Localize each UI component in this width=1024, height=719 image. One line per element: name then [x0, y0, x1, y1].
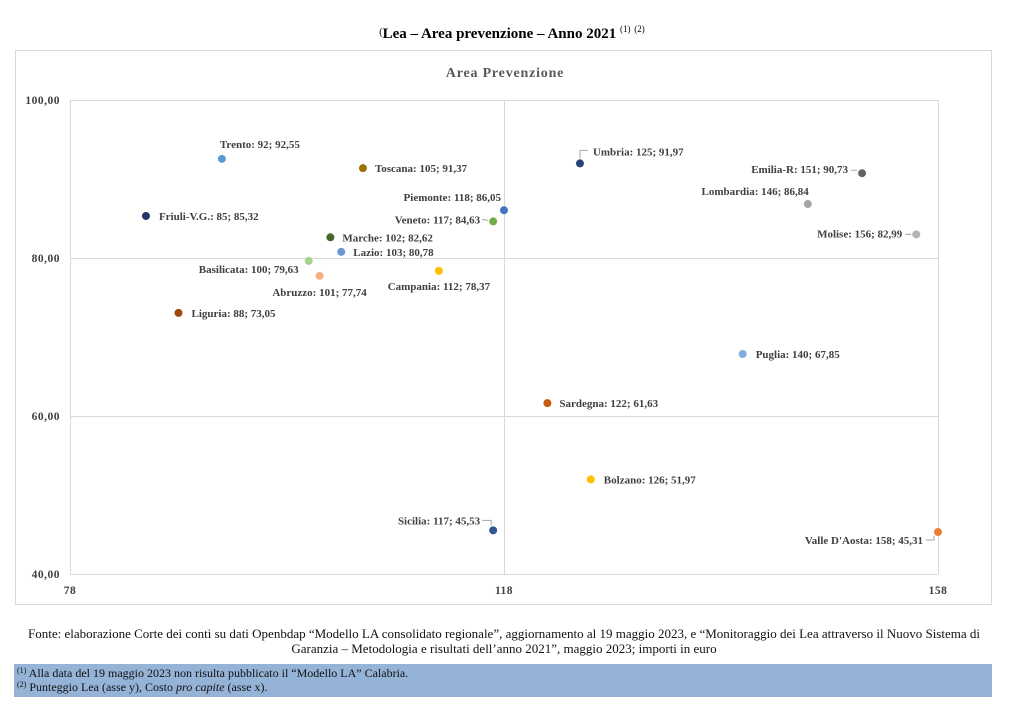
data-point-umbria — [575, 159, 584, 168]
data-label-bolzano: Bolzano: 126; 51,97 — [604, 474, 696, 486]
data-label-piemonte: Piemonte: 118; 86,05 — [404, 192, 502, 204]
source-note: Fonte: elaborazione Corte dei conti su d… — [27, 626, 980, 656]
data-point-piemonte — [500, 206, 508, 215]
data-label-valle-d-aosta: Valle D'Aosta: 158; 45,31 — [805, 535, 923, 547]
title-note-ref-1: (1) — [619, 24, 631, 34]
data-point-bolzano — [586, 475, 595, 484]
y-tick-label: 100,00 — [25, 95, 60, 107]
footnote-ref-1: (1) — [17, 666, 27, 675]
data-point-valle-d-aosta — [934, 528, 942, 537]
data-point-lombardia — [803, 199, 812, 208]
page-title: (Lea – Area prevenzione – Anno 2021 (1) … — [0, 25, 1024, 43]
data-point-marche — [326, 233, 335, 242]
data-label-sardegna: Sardegna: 122; 61,63 — [559, 398, 658, 410]
data-point-friuli-v-g — [141, 211, 150, 220]
x-tick-label: 158 — [929, 585, 948, 597]
data-point-emilia-r — [858, 169, 867, 178]
data-point-liguria — [174, 308, 183, 317]
data-point-molise — [912, 230, 921, 239]
data-point-basilicata — [304, 256, 313, 265]
data-label-abruzzo: Abruzzo: 101; 77,74 — [272, 287, 367, 299]
footnotes-box: (1) Alla data del 19 maggio 2023 non ris… — [14, 664, 992, 697]
footnote-text-2: Punteggio Lea (asse y), Costo — [29, 680, 173, 694]
data-point-sardegna — [543, 399, 552, 408]
gridlines — [70, 100, 939, 575]
data-point-campania — [434, 266, 443, 275]
data-points — [141, 154, 942, 537]
data-label-basilicata: Basilicata: 100; 79,63 — [199, 264, 299, 276]
data-point-puglia — [738, 349, 747, 358]
footnote-text-2-italic: pro capite — [175, 680, 225, 694]
title-text: Lea – Area prevenzione – Anno 2021 — [382, 26, 617, 42]
data-point-toscana — [358, 164, 367, 173]
data-label-sicilia: Sicilia: 117; 45,53 — [398, 515, 481, 527]
leader-line-veneto — [482, 218, 489, 221]
footnote-2: (2) Punteggio Lea (asse y), Costo pro ca… — [17, 680, 989, 694]
x-tick-label: 118 — [495, 585, 513, 597]
leader-line-umbria — [579, 149, 588, 159]
footnote-text-1: Alla data del 19 maggio 2023 non risulta… — [28, 666, 409, 680]
data-label-trento: Trento: 92; 92,55 — [220, 139, 300, 151]
leader-line-sicilia — [482, 519, 492, 526]
data-point-trento — [217, 154, 226, 163]
data-labels: Trento: 92; 92,55 Toscana: 105; 91,37 Umbr… — [159, 139, 923, 547]
data-label-friuli-v-g: Friuli-V.G.: 85; 85,32 — [159, 211, 259, 223]
footnote-1: (1) Alla data del 19 maggio 2023 non ris… — [17, 666, 989, 680]
data-label-puglia: Puglia: 140; 67,85 — [756, 349, 841, 361]
data-point-veneto — [489, 217, 498, 226]
chart-title: Area Prevenzione — [446, 66, 564, 81]
data-label-emilia-r: Emilia-R: 151; 90,73 — [751, 164, 848, 176]
data-label-liguria: Liguria: 88; 73,05 — [192, 308, 277, 320]
data-label-marche: Marche: 102; 82,62 — [342, 232, 433, 244]
x-tick-label: 78 — [64, 585, 77, 597]
y-tick-label: 80,00 — [32, 253, 60, 265]
scatter-chart: Area Prevenzione 100,00 80,00 60,00 40,00 78… — [15, 50, 992, 605]
data-label-veneto: Veneto: 117; 84,63 — [395, 214, 481, 226]
title-note-ref-2: (2) — [634, 24, 645, 34]
leader-lines — [482, 149, 935, 541]
y-tick-label: 60,00 — [32, 411, 60, 423]
data-label-lombardia: Lombardia: 146; 86,84 — [702, 186, 810, 198]
footnote-text-2-end: (asse x). — [227, 680, 268, 694]
footnote-ref-2: (2) — [17, 680, 27, 689]
data-point-abruzzo — [315, 271, 324, 280]
data-label-lazio: Lazio: 103; 80,78 — [353, 247, 434, 259]
y-tick-label: 40,00 — [32, 569, 60, 581]
leader-line-valle-d-aosta — [926, 536, 935, 541]
chart-frame — [15, 50, 992, 605]
data-label-campania: Campania: 112; 78,37 — [388, 281, 491, 293]
data-point-lazio — [337, 247, 346, 256]
title-prefix: ( — [379, 27, 383, 38]
data-label-umbria: Umbria: 125; 91,97 — [593, 146, 684, 158]
data-label-molise: Molise: 156; 82,99 — [817, 228, 903, 240]
data-point-sicilia — [489, 526, 498, 535]
axis-tick-labels: 100,00 80,00 60,00 40,00 78 118 158 — [25, 95, 947, 597]
data-label-toscana: Toscana: 105; 91,37 — [375, 163, 468, 175]
